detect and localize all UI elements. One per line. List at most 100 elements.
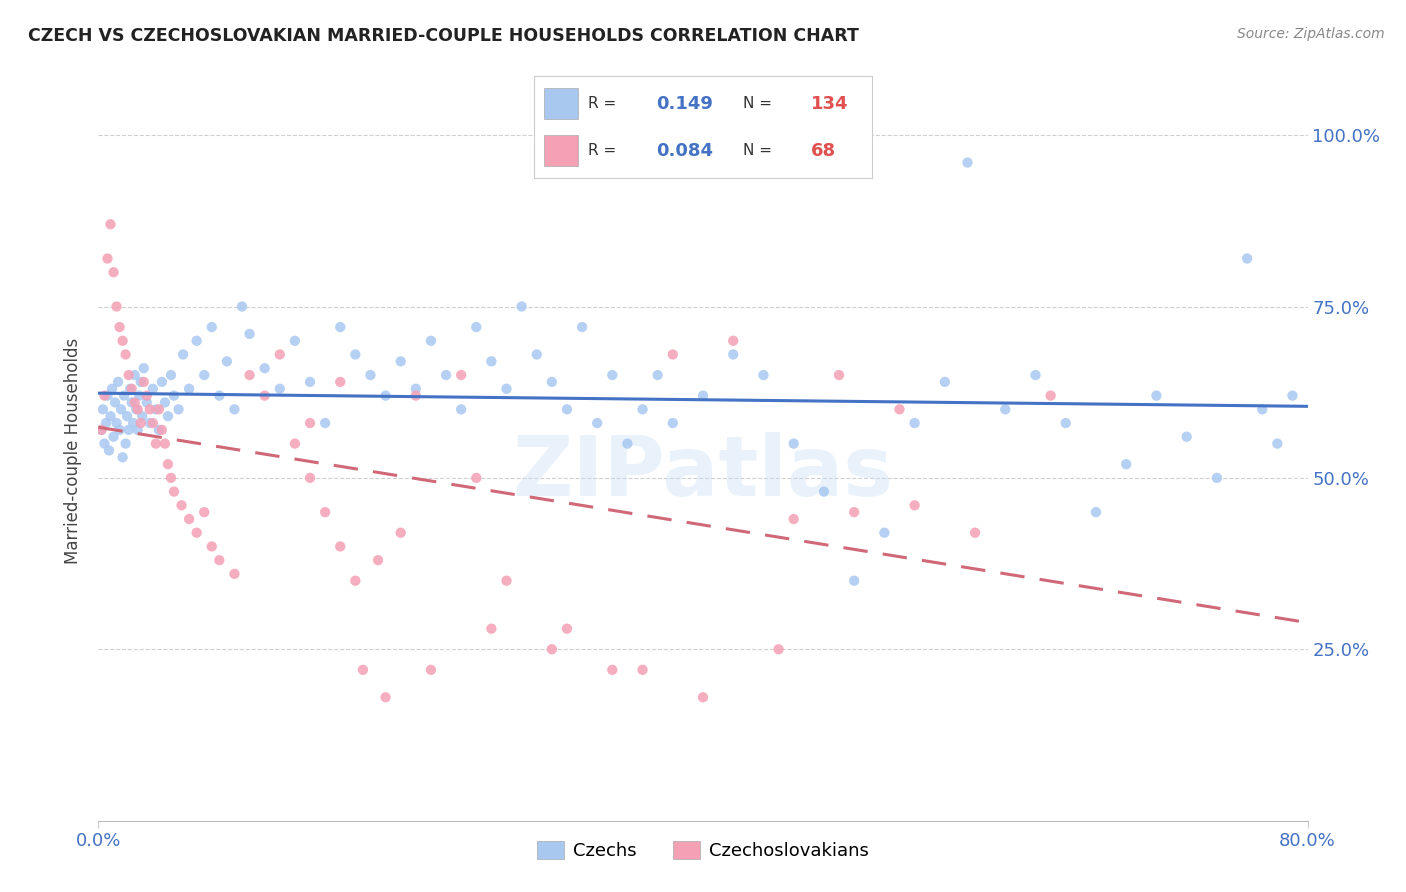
- Text: N =: N =: [744, 96, 772, 111]
- Point: [239, 326, 262, 341]
- Point: [193, 505, 215, 519]
- Point: [450, 368, 472, 382]
- Point: [120, 382, 142, 396]
- Point: [1039, 389, 1062, 403]
- Point: [215, 354, 238, 368]
- Point: [768, 642, 790, 657]
- Point: [692, 389, 714, 403]
- Point: [783, 512, 806, 526]
- Point: [692, 690, 714, 705]
- Point: [495, 382, 517, 396]
- Point: [90, 423, 112, 437]
- Y-axis label: Married-couple Households: Married-couple Households: [65, 337, 83, 564]
- Text: N =: N =: [744, 144, 772, 158]
- Point: [115, 409, 138, 424]
- Text: ZIPatlas: ZIPatlas: [513, 432, 893, 513]
- Point: [555, 402, 578, 417]
- Point: [148, 402, 170, 417]
- Point: [132, 361, 155, 376]
- Point: [129, 375, 152, 389]
- Point: [510, 300, 533, 314]
- Point: [586, 416, 609, 430]
- Point: [314, 505, 336, 519]
- Point: [1085, 505, 1108, 519]
- Point: [253, 361, 276, 376]
- Point: [121, 395, 143, 409]
- Point: [96, 252, 118, 266]
- Point: [153, 436, 176, 450]
- Text: CZECH VS CZECHOSLOVAKIAN MARRIED-COUPLE HOUSEHOLDS CORRELATION CHART: CZECH VS CZECHOSLOVAKIAN MARRIED-COUPLE …: [28, 27, 859, 45]
- Point: [150, 423, 173, 437]
- Point: [889, 402, 911, 417]
- Point: [434, 368, 457, 382]
- Point: [661, 416, 683, 430]
- Text: 0.084: 0.084: [655, 142, 713, 160]
- Point: [105, 416, 128, 430]
- Point: [101, 382, 124, 396]
- Point: [374, 690, 396, 705]
- Point: [128, 389, 150, 403]
- Point: [269, 347, 291, 361]
- Point: [844, 505, 866, 519]
- Point: [139, 416, 162, 430]
- Point: [100, 409, 122, 424]
- Point: [170, 498, 193, 512]
- Point: [1144, 389, 1167, 403]
- Point: [239, 368, 262, 382]
- Point: [284, 436, 307, 450]
- Point: [125, 402, 148, 417]
- FancyBboxPatch shape: [544, 88, 578, 119]
- Point: [94, 416, 117, 430]
- Point: [526, 347, 548, 361]
- Point: [153, 395, 176, 409]
- Text: R =: R =: [588, 144, 616, 158]
- Point: [121, 382, 143, 396]
- Point: [314, 416, 336, 430]
- Point: [100, 217, 122, 231]
- Point: [124, 368, 146, 382]
- Point: [1054, 416, 1077, 430]
- Point: [139, 402, 162, 417]
- Point: [156, 409, 179, 424]
- Point: [1024, 368, 1046, 382]
- Point: [299, 471, 322, 485]
- Point: [723, 347, 745, 361]
- Point: [132, 375, 155, 389]
- Point: [93, 389, 115, 403]
- Point: [344, 574, 367, 588]
- Point: [269, 382, 291, 396]
- Point: [631, 663, 654, 677]
- Legend: Czechs, Czechoslovakians: Czechs, Czechoslovakians: [530, 833, 876, 867]
- Point: [112, 389, 135, 403]
- Point: [389, 354, 412, 368]
- Point: [329, 320, 352, 334]
- Point: [111, 334, 134, 348]
- Point: [96, 389, 118, 403]
- Point: [389, 525, 412, 540]
- Point: [135, 395, 157, 409]
- Point: [284, 334, 307, 348]
- Point: [873, 525, 896, 540]
- Point: [108, 423, 131, 437]
- Point: [163, 484, 186, 499]
- Point: [1267, 436, 1289, 450]
- Point: [98, 443, 121, 458]
- Point: [828, 368, 851, 382]
- Point: [208, 553, 231, 567]
- Point: [148, 423, 170, 437]
- Point: [405, 382, 427, 396]
- Point: [934, 375, 956, 389]
- Point: [172, 347, 194, 361]
- Point: [420, 334, 443, 348]
- Point: [616, 436, 638, 450]
- Point: [224, 402, 246, 417]
- Point: [752, 368, 775, 382]
- Text: 134: 134: [811, 95, 848, 112]
- Point: [965, 525, 987, 540]
- Point: [661, 347, 683, 361]
- Point: [91, 402, 114, 417]
- Point: [602, 368, 624, 382]
- Point: [93, 436, 115, 450]
- Text: 0.149: 0.149: [655, 95, 713, 112]
- Point: [208, 389, 231, 403]
